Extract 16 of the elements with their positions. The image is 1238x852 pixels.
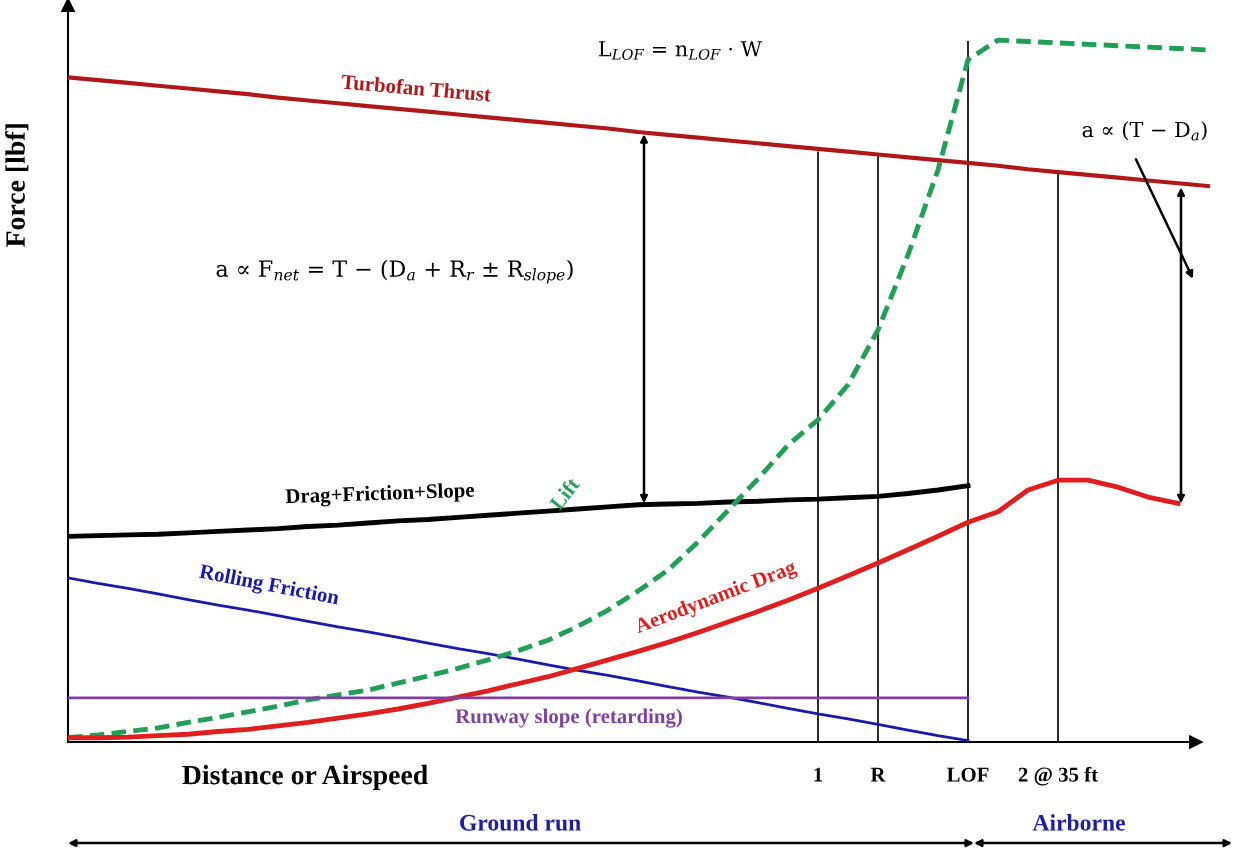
annotation: a ∝ (T − D$_{a}$) — [1082, 121, 1207, 141]
annotation: L$_{LOF}$ = n$_{LOF}$ · W — [598, 41, 762, 60]
series-label: Turbofan Thrust — [341, 73, 492, 102]
text: Ground run — [460, 814, 581, 831]
text: Airborne — [1032, 814, 1125, 831]
text: Lift — [548, 475, 581, 512]
x-tick-label: LOF — [946, 767, 989, 782]
series-label: Drag+Friction+Slope — [285, 482, 475, 508]
x-tick-label: 1 — [814, 767, 823, 782]
x-tick-label: R — [870, 767, 886, 782]
series-label: Runway slope (retarding) — [455, 708, 682, 728]
y-axis-title: Force [lbf] — [5, 124, 29, 247]
x-axis-title: Distance or Airspeed — [182, 764, 428, 791]
x-tick-label: 2 @ 35 ft — [1018, 766, 1098, 786]
text: Rolling Friction — [197, 563, 341, 609]
text: a ∝ F$_{net}$ = T − (D$_{a}$ + R$_{r}$ ± R$_{slope}$) — [216, 259, 573, 284]
